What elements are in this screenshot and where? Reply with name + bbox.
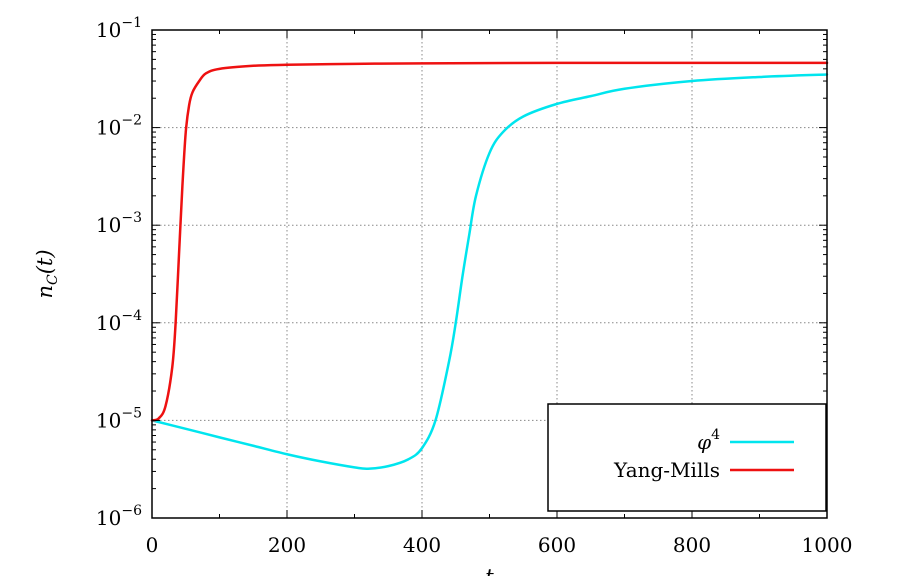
legend-label-0: φ4 bbox=[697, 427, 720, 454]
y-tick-label: 10−6 bbox=[96, 503, 142, 530]
x-tick-label: 1000 bbox=[802, 533, 853, 557]
x-tick-label: 200 bbox=[268, 533, 306, 557]
grid bbox=[152, 30, 827, 518]
y-tick-label: 10−3 bbox=[96, 210, 142, 237]
y-tick-labels: 10−6 10−5 10−4 10−3 10−2 10−1 bbox=[96, 15, 142, 530]
y-tick-label: 10−1 bbox=[96, 15, 142, 42]
series-group bbox=[150, 61, 829, 471]
y-tick-label: 10−4 bbox=[96, 308, 142, 335]
legend-box bbox=[547, 403, 827, 512]
series-line-0 bbox=[150, 73, 829, 471]
series-line-1 bbox=[150, 61, 829, 422]
x-tick-label: 0 bbox=[146, 533, 159, 557]
y-axis-label: nC(t) bbox=[33, 249, 61, 298]
y-tick-label: 10−5 bbox=[96, 405, 142, 432]
ticks bbox=[151, 29, 828, 519]
x-tick-label: 400 bbox=[403, 533, 441, 557]
x-tick-labels: 0 200 400 600 800 1000 bbox=[146, 533, 853, 557]
legend: φ4 Yang-Mills bbox=[547, 403, 827, 512]
x-tick-label: 600 bbox=[538, 533, 576, 557]
x-axis-label: t bbox=[485, 565, 494, 576]
y-tick-label: 10−2 bbox=[96, 113, 142, 140]
x-tick-label: 800 bbox=[673, 533, 711, 557]
legend-label-1: Yang-Mills bbox=[613, 458, 720, 482]
